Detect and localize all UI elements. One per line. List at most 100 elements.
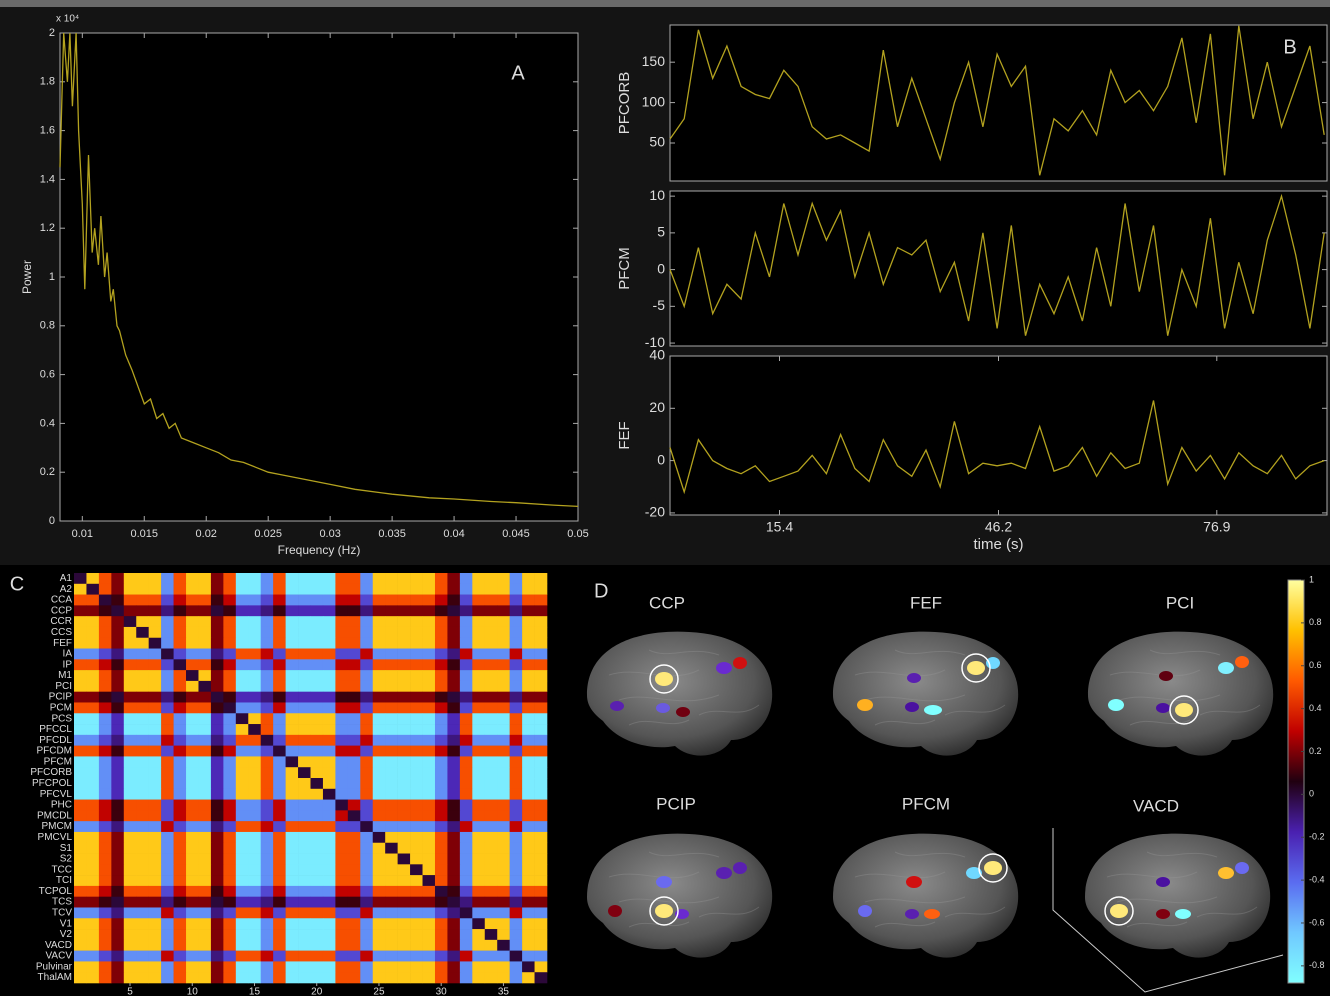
heatmap-cell (260, 573, 274, 585)
heatmap-cell (161, 702, 174, 714)
heatmap-cell (459, 680, 473, 692)
heatmap-cell (86, 853, 100, 865)
heatmap-cell (173, 691, 187, 703)
heatmap-cell (136, 907, 149, 919)
heatmap-cell (285, 713, 299, 725)
heatmap-cell (260, 626, 274, 639)
heatmap-cell (434, 583, 448, 595)
y-tick-label: 0.8 (40, 320, 55, 332)
heatmap-cell (210, 821, 224, 833)
y-tick-label: 0.2 (40, 466, 55, 478)
heatmap-cell (198, 788, 212, 800)
heatmap-cell (385, 842, 398, 854)
y-tick-label: 5 (657, 224, 665, 240)
heatmap-cell (410, 605, 423, 617)
heatmap-cell (235, 821, 249, 833)
heatmap-cell (235, 961, 249, 973)
brain-title: PFCM (902, 794, 950, 813)
heatmap-cell (360, 583, 374, 595)
heatmap-cell (484, 885, 498, 897)
row-label: PFCCL (39, 724, 72, 735)
heatmap-cell (484, 821, 498, 833)
heatmap-cell (98, 767, 112, 779)
heatmap-cell (385, 907, 398, 919)
heatmap-cell (298, 821, 311, 833)
heatmap-cell (273, 972, 286, 984)
heatmap-cell (310, 918, 324, 930)
heatmap-cell (260, 810, 274, 822)
heatmap-cell (98, 616, 112, 628)
x-tick-label: 0.03 (319, 528, 340, 540)
x-tick-label: 76.9 (1203, 519, 1230, 535)
heatmap-cell (497, 810, 510, 822)
heatmap-cell (459, 896, 473, 908)
heatmap-cell (260, 821, 274, 833)
heatmap-cell (335, 907, 349, 919)
heatmap-cell (285, 616, 299, 628)
heatmap-cell (385, 950, 398, 962)
heatmap-cell (497, 821, 510, 833)
heatmap-cell (385, 734, 398, 746)
brain-title: PCIP (656, 794, 696, 813)
heatmap-cell (310, 810, 324, 822)
heatmap-cell (248, 778, 262, 790)
heatmap-cell (111, 864, 125, 876)
heatmap-cell (422, 616, 436, 628)
heatmap-cell (210, 896, 224, 908)
heatmap-cell (322, 670, 336, 682)
heatmap-cell (223, 918, 237, 930)
heatmap-cell (186, 734, 199, 746)
heatmap-cell (322, 573, 336, 585)
heatmap-cell (335, 918, 349, 930)
heatmap-cell (385, 637, 398, 649)
heatmap-cell (447, 896, 461, 908)
heatmap-cell (260, 929, 274, 941)
heatmap-cell (410, 799, 423, 811)
heatmap-cell (173, 778, 187, 790)
heatmap-cell (434, 864, 448, 876)
heatmap-cell (186, 573, 199, 585)
heatmap-cell (372, 626, 386, 639)
heatmap-cell (459, 810, 473, 822)
heatmap-cell (360, 778, 374, 790)
heatmap-cell (148, 788, 162, 800)
heatmap-cell (235, 767, 249, 779)
heatmap-cell (447, 972, 461, 984)
heatmap-cell (422, 778, 436, 790)
heatmap-cell (186, 745, 199, 757)
heatmap-cell (385, 680, 398, 692)
row-label: CCA (51, 595, 72, 606)
heatmap-cell (422, 907, 436, 919)
heatmap-cell (198, 939, 212, 951)
heatmap-cell (111, 831, 125, 844)
heatmap-cell (74, 885, 87, 897)
heatmap-cell (223, 573, 237, 585)
heatmap-cell (74, 972, 87, 984)
heatmap-cell (223, 864, 237, 876)
heatmap-cell (335, 885, 349, 897)
heatmap-cell (298, 831, 311, 844)
heatmap-cell (86, 626, 100, 639)
heatmap-cell (322, 853, 336, 865)
y-tick-label: 0 (49, 515, 55, 527)
heatmap-cell (260, 734, 274, 746)
heatmap-cell (347, 702, 361, 714)
heatmap-cell (534, 961, 548, 973)
heatmap-cell (347, 929, 361, 941)
heatmap-cell (335, 972, 349, 984)
heatmap-cell (459, 767, 473, 779)
heatmap-cell (422, 648, 436, 660)
heatmap-cell (98, 961, 112, 973)
heatmap-cell (360, 670, 374, 682)
heatmap-cell (335, 702, 349, 714)
heatmap-cell (447, 680, 461, 692)
heatmap-cell (260, 918, 274, 930)
heatmap-cell (248, 702, 262, 714)
heatmap-cell (298, 939, 311, 951)
heatmap-cell (472, 907, 486, 919)
heatmap-cell (534, 724, 548, 736)
heatmap-cell (273, 896, 286, 908)
heatmap-cell (422, 885, 436, 897)
heatmap-cell (509, 702, 523, 714)
heatmap-cell (74, 734, 87, 746)
